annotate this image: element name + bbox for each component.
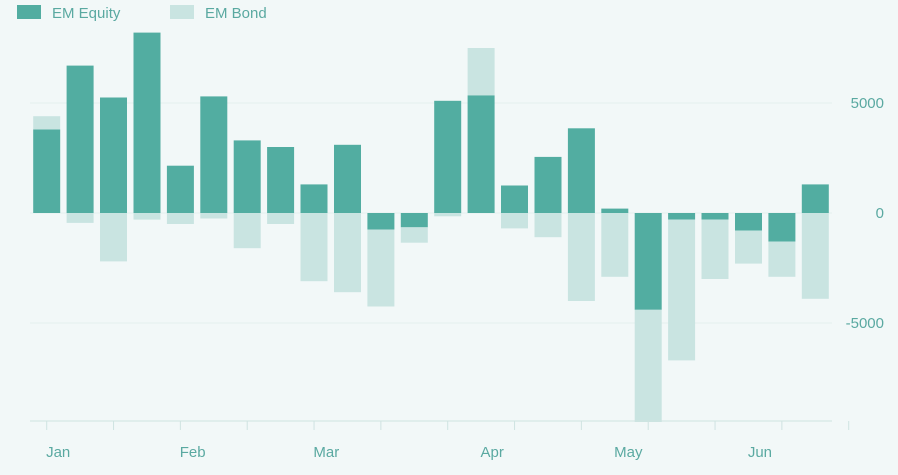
x-tick-label: Feb [180,444,206,461]
bar-em-bond [400,227,428,243]
bar-em-equity [166,165,194,213]
bar-em-bond [735,230,762,264]
bar-em-equity [768,213,796,242]
bar-em-equity [100,97,127,213]
bar-em-equity [434,100,462,213]
bar-em-bond [567,213,595,301]
bar-em-bond [601,213,629,277]
bar-em-bond [267,213,295,224]
x-tick-label: Jun [748,444,772,461]
bar-em-equity [367,213,395,230]
bar-em-bond [166,213,194,224]
bar-em-equity [200,96,228,213]
y-tick-label: 0 [876,205,884,222]
bar-em-bond [534,213,562,238]
legend-swatch-em-bond [170,5,194,19]
x-tick-label: Jan [46,444,70,461]
bar-em-equity [233,140,261,213]
bar-em-equity [334,144,361,213]
y-tick-label: 5000 [851,95,884,112]
legend-label-em-equity: EM Equity [52,5,121,22]
bar-em-bond [668,219,696,361]
bar-em-bond [133,213,161,220]
bar-em-bond [801,213,829,299]
legend-label-em-bond: EM Bond [205,5,267,22]
bar-em-equity [735,213,762,231]
bar-em-equity [534,156,562,213]
bar-em-bond [66,213,94,223]
axes: Jan Feb Mar Apr May Jun 5000 0 -5000 [30,95,884,461]
bar-em-bond [467,48,495,96]
bar-em-bond [434,213,462,217]
bar-em-equity [133,32,161,213]
bar-em-bond [334,213,361,293]
bar-em-equity [668,213,696,220]
bar-em-bond [701,219,729,279]
bar-em-equity [467,95,495,213]
bar-em-equity [501,185,528,213]
bar-em-equity [801,184,829,213]
bar-em-bond [233,213,261,249]
bar-em-bond [200,213,228,219]
bar-em-bond [768,241,796,277]
bar-em-bond [100,213,127,262]
bar-em-bond [33,116,61,130]
bar-em-equity [33,129,61,213]
y-tick-label: -5000 [846,315,884,332]
bar-em-equity [567,128,595,213]
bars [33,32,829,422]
grid-lines [30,102,832,324]
x-tick-label: May [614,444,643,461]
bar-em-bond [367,229,395,307]
bar-em-equity [300,184,328,213]
bar-em-bond [501,213,528,229]
bar-em-equity [400,213,428,228]
x-tick-label: Apr [480,444,503,461]
bar-em-equity [701,213,729,220]
bar-em-equity [267,147,295,213]
legend-swatch-em-equity [17,5,41,19]
bar-em-equity [601,208,629,213]
x-tick-label: Mar [313,444,339,461]
bar-em-equity [66,65,94,213]
bar-em-bond [634,309,662,422]
bar-em-equity [634,213,662,310]
legend: EM Equity EM Bond [17,5,267,22]
bar-em-bond [300,213,328,282]
